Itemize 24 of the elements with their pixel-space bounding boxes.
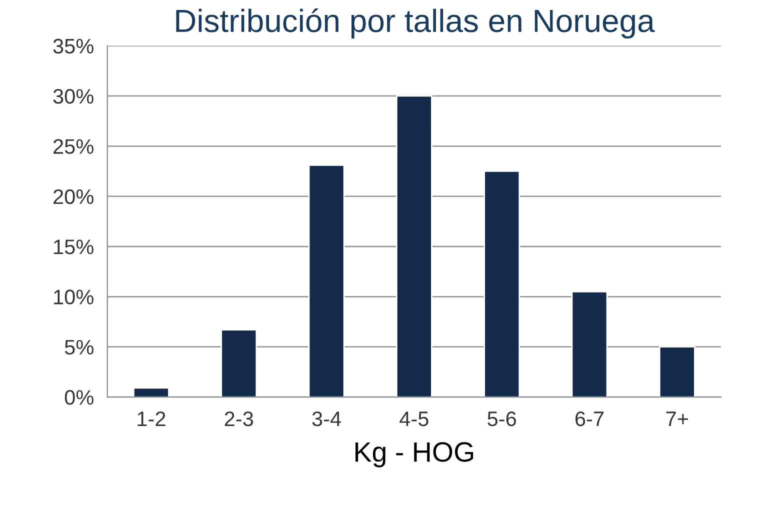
y-tick-label: 0% <box>64 390 94 405</box>
y-tick-label: 10% <box>54 290 94 304</box>
x-tick-label: 3-4 <box>312 411 341 426</box>
y-tick-label: 5% <box>64 340 94 355</box>
y-tick-label: 35% <box>53 38 94 54</box>
y-tick-label: 20% <box>54 189 94 204</box>
x-tick-label: 5-6 <box>488 411 516 426</box>
x-tick-label: 2-3 <box>224 411 254 426</box>
bar <box>484 170 520 398</box>
x-tick-label: 7+ <box>666 412 688 426</box>
chart-title: Distribución por tallas en Noruega <box>176 8 655 39</box>
y-tick-label: 15% <box>54 240 94 254</box>
bar <box>658 346 696 398</box>
bar <box>571 290 608 398</box>
bar <box>220 329 258 398</box>
y-tick-label: 25% <box>54 139 94 154</box>
x-tick-label: 6-7 <box>576 411 604 426</box>
x-axis-title: Kg - HOG <box>355 442 474 468</box>
y-tick-label: 30% <box>53 88 94 104</box>
bar <box>308 164 345 398</box>
x-tick-label: 4-5 <box>400 412 428 426</box>
bar <box>396 95 432 398</box>
x-tick-label: 1-2 <box>138 411 166 426</box>
bar <box>132 387 170 398</box>
